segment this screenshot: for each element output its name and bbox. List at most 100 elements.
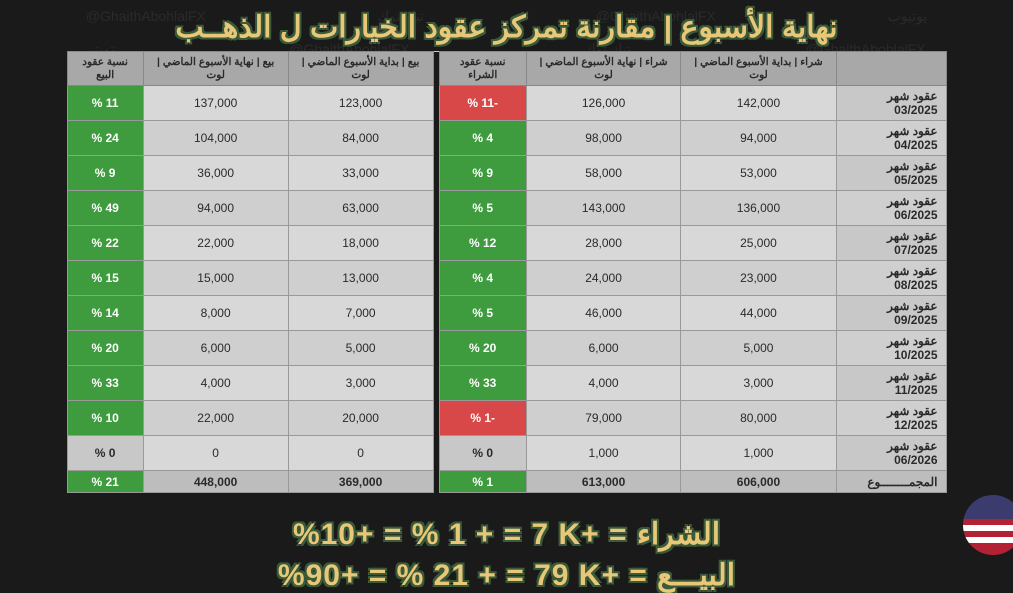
gap — [433, 86, 439, 121]
sell-end: 0 — [143, 436, 288, 471]
sell-pct: 24 % — [67, 121, 143, 156]
buy-end: 126,000 — [526, 86, 681, 121]
row-label: عقود شهر 11/2025 — [836, 366, 946, 401]
total-sell-pct: 21 % — [67, 471, 143, 493]
gap — [433, 156, 439, 191]
buy-start: 136,000 — [681, 191, 836, 226]
sell-end: 22,000 — [143, 226, 288, 261]
sell-end: 36,000 — [143, 156, 288, 191]
sell-start: 0 — [288, 436, 433, 471]
col-sell-end: بيع | نهاية الأسبوع الماضي | لوت — [143, 52, 288, 86]
row-label: عقود شهر 06/2026 — [836, 436, 946, 471]
buy-start: 1,000 — [681, 436, 836, 471]
buy-pct: 0 % — [439, 436, 526, 471]
gap — [433, 296, 439, 331]
options-table: شراء | بداية الأسبوع الماضي | لوت شراء |… — [67, 51, 947, 493]
sell-end: 15,000 — [143, 261, 288, 296]
row-label: عقود شهر 05/2025 — [836, 156, 946, 191]
buy-start: 80,000 — [681, 401, 836, 436]
summary-buy: %10+ = % 1 + = 7 K+ = الشراء — [0, 517, 1013, 552]
table-row: عقود شهر 11/20253,0004,00033 %3,0004,000… — [67, 366, 946, 401]
page-title: نهاية الأسبوع | مقارنة تمركز عقود الخيار… — [0, 0, 1013, 51]
sell-pct: 22 % — [67, 226, 143, 261]
table-row: عقود شهر 08/202523,00024,0004 %13,00015,… — [67, 261, 946, 296]
buy-end: 28,000 — [526, 226, 681, 261]
summary-block: %10+ = % 1 + = 7 K+ = الشراء %90+ = % 21… — [0, 493, 1013, 593]
table-row: عقود شهر 06/2025136,000143,0005 %63,0009… — [67, 191, 946, 226]
sell-end: 8,000 — [143, 296, 288, 331]
sell-start: 20,000 — [288, 401, 433, 436]
buy-start: 25,000 — [681, 226, 836, 261]
table-row: عقود شهر 12/202580,00079,000-1 %20,00022… — [67, 401, 946, 436]
sell-pct: 33 % — [67, 366, 143, 401]
row-label: عقود شهر 10/2025 — [836, 331, 946, 366]
sell-end: 6,000 — [143, 331, 288, 366]
sell-pct: 20 % — [67, 331, 143, 366]
col-buy-pct: نسبة عقود الشراء — [439, 52, 526, 86]
table-row: عقود شهر 07/202525,00028,00012 %18,00022… — [67, 226, 946, 261]
buy-end: 98,000 — [526, 121, 681, 156]
buy-start: 5,000 — [681, 331, 836, 366]
table-row: عقود شهر 04/202594,00098,0004 %84,000104… — [67, 121, 946, 156]
sell-pct: 49 % — [67, 191, 143, 226]
sell-end: 104,000 — [143, 121, 288, 156]
gap — [433, 471, 439, 493]
row-label: عقود شهر 09/2025 — [836, 296, 946, 331]
total-buy-start: 606,000 — [681, 471, 836, 493]
sell-end: 137,000 — [143, 86, 288, 121]
buy-end: 58,000 — [526, 156, 681, 191]
buy-end: 1,000 — [526, 436, 681, 471]
buy-start: 44,000 — [681, 296, 836, 331]
buy-pct: 5 % — [439, 191, 526, 226]
row-label: عقود شهر 06/2025 — [836, 191, 946, 226]
col-buy-end: شراء | نهاية الأسبوع الماضي | لوت — [526, 52, 681, 86]
sell-start: 7,000 — [288, 296, 433, 331]
sell-pct: 15 % — [67, 261, 143, 296]
gap — [433, 331, 439, 366]
sell-start: 33,000 — [288, 156, 433, 191]
buy-start: 94,000 — [681, 121, 836, 156]
gap — [433, 121, 439, 156]
buy-pct: 33 % — [439, 366, 526, 401]
buy-end: 4,000 — [526, 366, 681, 401]
gap — [433, 401, 439, 436]
row-label: عقود شهر 03/2025 — [836, 86, 946, 121]
buy-end: 6,000 — [526, 331, 681, 366]
buy-pct: -1 % — [439, 401, 526, 436]
table-row: عقود شهر 06/20261,0001,0000 %000 % — [67, 436, 946, 471]
gap — [433, 366, 439, 401]
sell-start: 13,000 — [288, 261, 433, 296]
buy-start: 3,000 — [681, 366, 836, 401]
gap — [433, 261, 439, 296]
sell-pct: 9 % — [67, 156, 143, 191]
total-label: المجمــــــــوع — [836, 471, 946, 493]
buy-end: 143,000 — [526, 191, 681, 226]
buy-pct: 4 % — [439, 121, 526, 156]
sell-pct: 0 % — [67, 436, 143, 471]
table-row: عقود شهر 10/20255,0006,00020 %5,0006,000… — [67, 331, 946, 366]
row-label: عقود شهر 07/2025 — [836, 226, 946, 261]
table-row: عقود شهر 05/202553,00058,0009 %33,00036,… — [67, 156, 946, 191]
col-sell-pct: نسبة عقود البيع — [67, 52, 143, 86]
sell-pct: 10 % — [67, 401, 143, 436]
buy-pct: 4 % — [439, 261, 526, 296]
sell-start: 84,000 — [288, 121, 433, 156]
table-row: عقود شهر 09/202544,00046,0005 %7,0008,00… — [67, 296, 946, 331]
header-row: شراء | بداية الأسبوع الماضي | لوت شراء |… — [67, 52, 946, 86]
total-row: المجمــــــــوع606,000613,0001 %369,0004… — [67, 471, 946, 493]
row-label: عقود شهر 04/2025 — [836, 121, 946, 156]
sell-end: 94,000 — [143, 191, 288, 226]
buy-end: 79,000 — [526, 401, 681, 436]
row-label: عقود شهر 08/2025 — [836, 261, 946, 296]
total-buy-pct: 1 % — [439, 471, 526, 493]
buy-end: 46,000 — [526, 296, 681, 331]
gap — [433, 52, 439, 86]
table-row: عقود شهر 03/2025142,000126,000-11 %123,0… — [67, 86, 946, 121]
sell-pct: 11 % — [67, 86, 143, 121]
col-buy-start: شراء | بداية الأسبوع الماضي | لوت — [681, 52, 836, 86]
buy-pct: 9 % — [439, 156, 526, 191]
buy-start: 23,000 — [681, 261, 836, 296]
buy-pct: 5 % — [439, 296, 526, 331]
sell-end: 22,000 — [143, 401, 288, 436]
buy-start: 53,000 — [681, 156, 836, 191]
